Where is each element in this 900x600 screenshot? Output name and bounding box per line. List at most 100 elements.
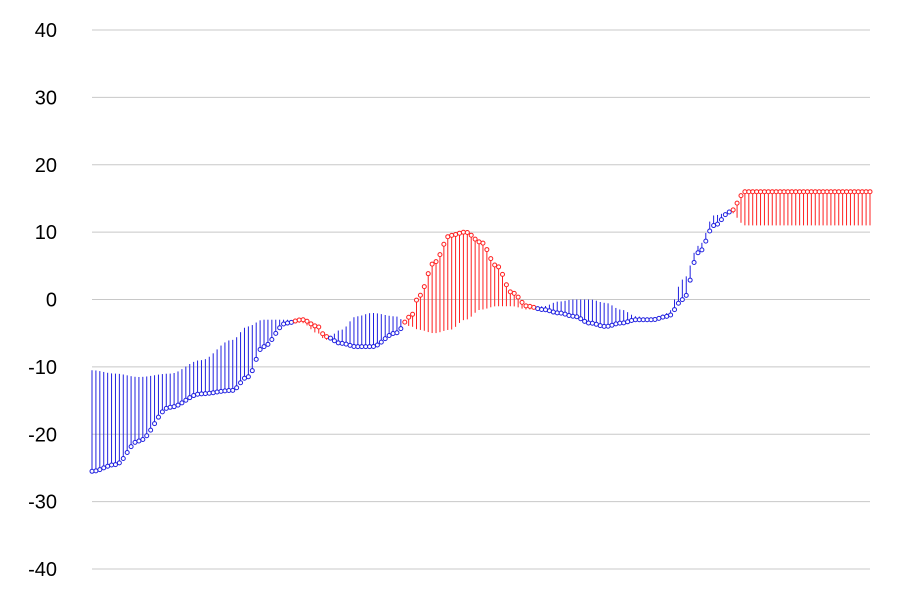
data-point [460, 229, 466, 235]
data-point [820, 189, 826, 195]
data-point [378, 339, 384, 345]
data-point [863, 189, 869, 195]
y-tick-label: 10 [35, 222, 57, 244]
data-point [351, 343, 357, 349]
data-point [390, 331, 396, 337]
data-point [597, 323, 603, 329]
data-point [187, 395, 193, 401]
data-point [617, 320, 623, 326]
data-point [754, 189, 760, 195]
data-point [308, 321, 314, 327]
data-point [535, 306, 541, 312]
data-point [855, 189, 861, 195]
data-point [711, 223, 717, 229]
data-point [105, 463, 111, 469]
data-point [284, 320, 290, 326]
data-point [761, 189, 767, 195]
data-point [492, 262, 498, 268]
data-point [558, 310, 564, 316]
data-point [163, 405, 169, 411]
data-point [222, 388, 228, 394]
data-point [523, 303, 529, 309]
data-point [171, 404, 177, 410]
data-point [202, 391, 208, 397]
data-point [152, 421, 158, 427]
series-points [89, 189, 873, 474]
data-point [609, 322, 615, 328]
data-point [593, 321, 599, 327]
data-point [488, 256, 494, 262]
data-point [589, 320, 595, 326]
data-point [781, 189, 787, 195]
data-point [136, 438, 142, 444]
data-point [218, 388, 224, 394]
data-point [159, 409, 165, 415]
data-point [101, 465, 107, 471]
data-point [605, 323, 611, 329]
data-point [89, 468, 95, 474]
data-point [296, 317, 302, 323]
data-point [613, 321, 619, 327]
data-point [226, 388, 232, 394]
data-point [175, 402, 181, 408]
data-point [464, 229, 470, 235]
data-point [112, 462, 118, 468]
data-point [773, 189, 779, 195]
data-point [109, 462, 115, 468]
data-point [718, 217, 724, 223]
data-point [144, 433, 150, 439]
data-point [586, 320, 592, 326]
data-point [413, 297, 419, 303]
data-point [797, 189, 803, 195]
data-point [425, 271, 431, 277]
data-point [93, 468, 99, 474]
y-tick-label: 0 [46, 290, 57, 312]
data-point [844, 189, 850, 195]
data-point [320, 331, 326, 337]
data-point [562, 311, 568, 317]
data-point [801, 189, 807, 195]
data-point [441, 241, 447, 247]
data-point [699, 247, 705, 253]
y-tick-label: -20 [28, 424, 57, 446]
data-point [363, 344, 369, 350]
data-point [519, 299, 525, 305]
data-point [406, 314, 412, 320]
data-point [429, 261, 435, 267]
data-point [257, 346, 263, 352]
data-point [859, 189, 865, 195]
data-point [636, 317, 642, 323]
data-point [840, 189, 846, 195]
data-point [335, 340, 341, 346]
data-point [543, 307, 549, 313]
data-point [300, 317, 306, 323]
data-point [675, 300, 681, 306]
data-point [437, 252, 443, 258]
data-point [828, 189, 834, 195]
data-point [574, 314, 580, 320]
data-point [715, 221, 721, 227]
data-point [347, 342, 353, 348]
data-point [116, 460, 122, 466]
data-point [273, 330, 279, 336]
data-point [546, 308, 552, 314]
data-point [484, 247, 490, 253]
data-point [410, 311, 416, 317]
data-point [734, 200, 740, 206]
data-point [241, 375, 247, 381]
data-point [777, 189, 783, 195]
data-point [816, 189, 822, 195]
data-point [198, 391, 204, 397]
data-point [812, 189, 818, 195]
data-point [683, 292, 689, 298]
data-point [206, 390, 212, 396]
data-point [632, 317, 638, 323]
data-point [445, 234, 451, 240]
data-point [785, 189, 791, 195]
data-point [339, 340, 345, 346]
data-point [793, 189, 799, 195]
data-point [746, 189, 752, 195]
difference-stems [91, 191, 871, 472]
data-point [836, 189, 842, 195]
